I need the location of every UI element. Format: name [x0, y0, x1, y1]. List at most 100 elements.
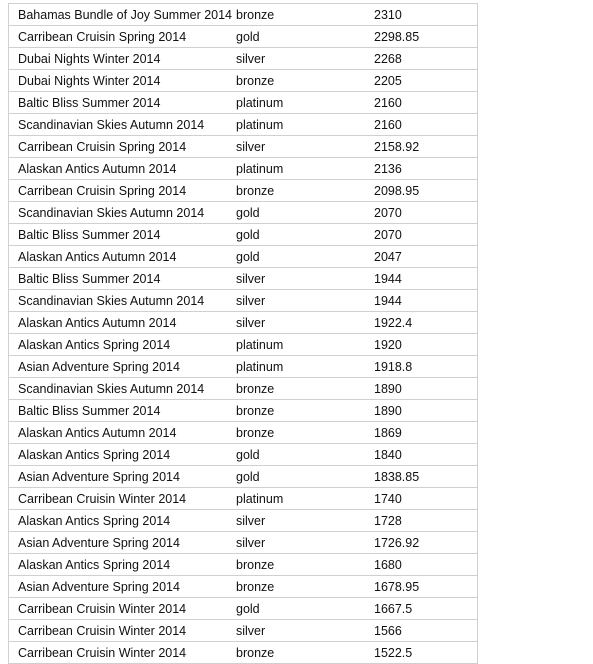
- price-cell: 2098.95: [374, 180, 477, 201]
- results-grid: Bahamas Bundle of Joy Summer 2014 bronze 2…: [8, 3, 478, 664]
- table-row[interactable]: Scandinavian Skies Autumn 2014 gold 2070: [9, 202, 477, 224]
- table-row[interactable]: Carribean Cruisin Spring 2014 silver 2158.…: [9, 136, 477, 158]
- price-cell: 2160: [374, 92, 477, 113]
- table-row[interactable]: Alaskan Antics Spring 2014 silver 1728: [9, 510, 477, 532]
- tier-cell: bronze: [236, 70, 374, 91]
- package-cell: Carribean Cruisin Spring 2014: [9, 136, 236, 157]
- table-row[interactable]: Alaskan Antics Autumn 2014 bronze 1869: [9, 422, 477, 444]
- package-cell: Alaskan Antics Autumn 2014: [9, 246, 236, 267]
- price-cell: 2268: [374, 48, 477, 69]
- tier-cell: bronze: [236, 642, 374, 663]
- price-cell: 1728: [374, 510, 477, 531]
- package-cell: Carribean Cruisin Winter 2014: [9, 620, 236, 641]
- table-row[interactable]: Asian Adventure Spring 2014 platinum 1918.…: [9, 356, 477, 378]
- package-cell: Carribean Cruisin Winter 2014: [9, 642, 236, 663]
- table-row[interactable]: Carribean Cruisin Winter 2014 platinum 174…: [9, 488, 477, 510]
- tier-cell: silver: [236, 510, 374, 531]
- package-cell: Alaskan Antics Spring 2014: [9, 444, 236, 465]
- package-cell: Alaskan Antics Autumn 2014: [9, 312, 236, 333]
- tier-cell: bronze: [236, 576, 374, 597]
- price-cell: 1740: [374, 488, 477, 509]
- table-row[interactable]: Alaskan Antics Spring 2014 platinum 1920: [9, 334, 477, 356]
- tier-cell: silver: [236, 48, 374, 69]
- table-row[interactable]: Baltic Bliss Summer 2014 bronze 1890: [9, 400, 477, 422]
- price-cell: 1890: [374, 378, 477, 399]
- table-row[interactable]: Scandinavian Skies Autumn 2014 bronze 1890: [9, 378, 477, 400]
- price-cell: 1920: [374, 334, 477, 355]
- table-row[interactable]: Alaskan Antics Autumn 2014 gold 2047: [9, 246, 477, 268]
- tier-cell: silver: [236, 620, 374, 641]
- package-cell: Scandinavian Skies Autumn 2014: [9, 378, 236, 399]
- package-cell: Baltic Bliss Summer 2014: [9, 224, 236, 245]
- package-cell: Asian Adventure Spring 2014: [9, 576, 236, 597]
- package-cell: Alaskan Antics Autumn 2014: [9, 422, 236, 443]
- price-cell: 1890: [374, 400, 477, 421]
- tier-cell: silver: [236, 136, 374, 157]
- table-row[interactable]: Scandinavian Skies Autumn 2014 silver 1944: [9, 290, 477, 312]
- table-row[interactable]: Baltic Bliss Summer 2014 gold 2070: [9, 224, 477, 246]
- package-cell: Bahamas Bundle of Joy Summer 2014: [9, 4, 236, 25]
- table-row[interactable]: Baltic Bliss Summer 2014 silver 1944: [9, 268, 477, 290]
- price-cell: 1922.4: [374, 312, 477, 333]
- table-row[interactable]: Alaskan Antics Autumn 2014 silver 1922.4: [9, 312, 477, 334]
- package-cell: Alaskan Antics Spring 2014: [9, 510, 236, 531]
- table-row[interactable]: Alaskan Antics Spring 2014 gold 1840: [9, 444, 477, 466]
- tier-cell: gold: [236, 224, 374, 245]
- table-row[interactable]: Carribean Cruisin Winter 2014 gold 1667.5: [9, 598, 477, 620]
- price-cell: 1680: [374, 554, 477, 575]
- package-cell: Carribean Cruisin Spring 2014: [9, 26, 236, 47]
- tier-cell: gold: [236, 444, 374, 465]
- package-cell: Dubai Nights Winter 2014: [9, 48, 236, 69]
- price-cell: 1522.5: [374, 642, 477, 663]
- package-cell: Scandinavian Skies Autumn 2014: [9, 290, 236, 311]
- price-cell: 2047: [374, 246, 477, 267]
- tier-cell: silver: [236, 268, 374, 289]
- package-cell: Asian Adventure Spring 2014: [9, 532, 236, 553]
- tier-cell: gold: [236, 246, 374, 267]
- table-row[interactable]: Dubai Nights Winter 2014 bronze 2205: [9, 70, 477, 92]
- price-cell: 2205: [374, 70, 477, 91]
- price-cell: 2070: [374, 224, 477, 245]
- tier-cell: gold: [236, 202, 374, 223]
- table-row[interactable]: Bahamas Bundle of Joy Summer 2014 bronze 2…: [9, 4, 477, 26]
- package-cell: Scandinavian Skies Autumn 2014: [9, 114, 236, 135]
- table-row[interactable]: Alaskan Antics Spring 2014 bronze 1680: [9, 554, 477, 576]
- package-cell: Baltic Bliss Summer 2014: [9, 92, 236, 113]
- price-cell: 1944: [374, 268, 477, 289]
- package-cell: Asian Adventure Spring 2014: [9, 466, 236, 487]
- package-cell: Carribean Cruisin Spring 2014: [9, 180, 236, 201]
- package-cell: Asian Adventure Spring 2014: [9, 356, 236, 377]
- price-cell: 2298.85: [374, 26, 477, 47]
- tier-cell: bronze: [236, 554, 374, 575]
- table-row[interactable]: Carribean Cruisin Spring 2014 gold 2298.85: [9, 26, 477, 48]
- table-row[interactable]: Asian Adventure Spring 2014 gold 1838.85: [9, 466, 477, 488]
- table-row[interactable]: Asian Adventure Spring 2014 silver 1726.92: [9, 532, 477, 554]
- table-row[interactable]: Alaskan Antics Autumn 2014 platinum 2136: [9, 158, 477, 180]
- table-row[interactable]: Carribean Cruisin Winter 2014 silver 1566: [9, 620, 477, 642]
- package-cell: Alaskan Antics Autumn 2014: [9, 158, 236, 179]
- table-row[interactable]: Asian Adventure Spring 2014 bronze 1678.95: [9, 576, 477, 598]
- package-cell: Alaskan Antics Spring 2014: [9, 554, 236, 575]
- package-cell: Dubai Nights Winter 2014: [9, 70, 236, 91]
- tier-cell: bronze: [236, 422, 374, 443]
- package-cell: Baltic Bliss Summer 2014: [9, 268, 236, 289]
- table-row[interactable]: Carribean Cruisin Spring 2014 bronze 2098.…: [9, 180, 477, 202]
- price-cell: 1918.8: [374, 356, 477, 377]
- tier-cell: platinum: [236, 356, 374, 377]
- tier-cell: silver: [236, 312, 374, 333]
- price-cell: 1840: [374, 444, 477, 465]
- tier-cell: gold: [236, 26, 374, 47]
- price-cell: 2160: [374, 114, 477, 135]
- table-row[interactable]: Baltic Bliss Summer 2014 platinum 2160: [9, 92, 477, 114]
- tier-cell: bronze: [236, 378, 374, 399]
- price-cell: 1726.92: [374, 532, 477, 553]
- table-row[interactable]: Dubai Nights Winter 2014 silver 2268: [9, 48, 477, 70]
- tier-cell: platinum: [236, 114, 374, 135]
- price-cell: 1838.85: [374, 466, 477, 487]
- tier-cell: gold: [236, 598, 374, 619]
- package-cell: Carribean Cruisin Winter 2014: [9, 598, 236, 619]
- table-row[interactable]: Scandinavian Skies Autumn 2014 platinum 21…: [9, 114, 477, 136]
- table-row[interactable]: Carribean Cruisin Winter 2014 bronze 1522.…: [9, 642, 477, 664]
- price-cell: 2310: [374, 4, 477, 25]
- price-cell: 1869: [374, 422, 477, 443]
